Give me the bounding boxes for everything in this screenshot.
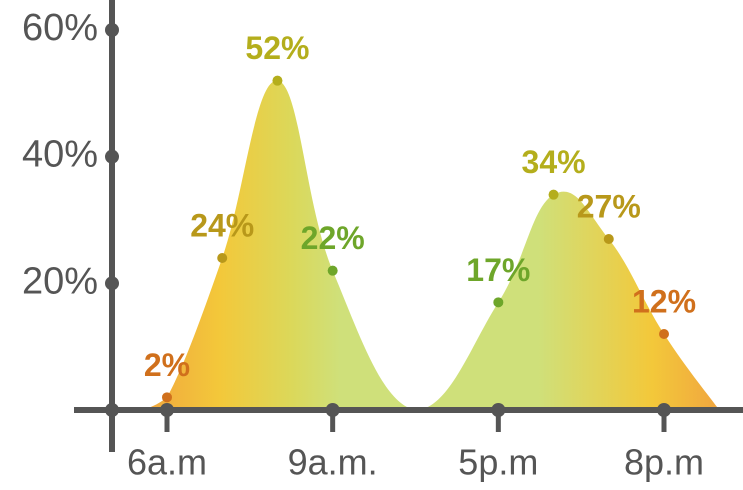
x-tick-label: 5p.m xyxy=(458,442,538,483)
data-point xyxy=(659,329,669,339)
x-tick-label: 6a.m xyxy=(127,442,207,483)
y-tick-label: 60% xyxy=(22,7,98,49)
data-label: 22% xyxy=(301,220,365,256)
y-tick-dot xyxy=(105,276,119,291)
area xyxy=(139,80,720,411)
data-label: 52% xyxy=(245,30,309,66)
data-point xyxy=(548,189,559,200)
y-tick-dot xyxy=(105,403,119,417)
data-point xyxy=(217,253,228,263)
y-tick-dot xyxy=(105,23,119,37)
x-tick-label: 9a.m. xyxy=(288,442,378,483)
data-label: 2% xyxy=(144,347,190,383)
data-point xyxy=(603,234,614,244)
data-label: 27% xyxy=(577,188,641,224)
data-point xyxy=(162,392,172,403)
data-label: 12% xyxy=(632,283,696,319)
data-label: 17% xyxy=(466,252,530,288)
data-point xyxy=(327,265,338,276)
data-point xyxy=(493,297,504,308)
y-tick-label: 40% xyxy=(22,134,98,176)
data-label: 24% xyxy=(190,207,254,243)
data-label: 34% xyxy=(522,144,586,180)
x-tick-label: 8p.m xyxy=(624,442,704,483)
y-tick-label: 20% xyxy=(22,260,98,302)
y-tick-dot xyxy=(105,149,119,164)
data-point xyxy=(272,75,283,86)
